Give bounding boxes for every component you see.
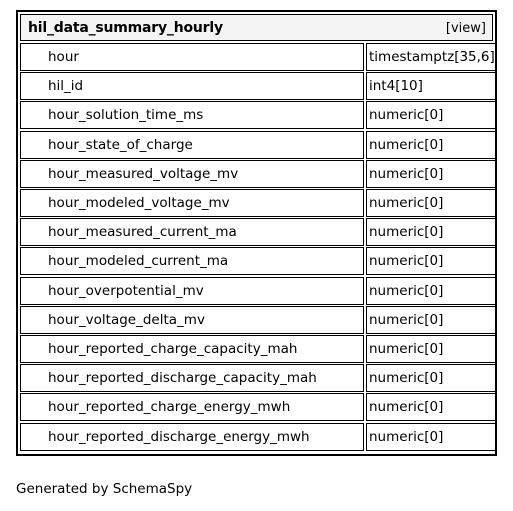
column-name: hour_solution_time_ms xyxy=(20,101,364,130)
column-row: hour_reported_discharge_capacity_mah nume… xyxy=(20,364,496,393)
column-row: hour_reported_charge_energy_mwh numeric[0… xyxy=(20,393,496,422)
column-row: hour_reported_discharge_energy_mwh numeri… xyxy=(20,422,496,451)
column-name: hour_reported_discharge_energy_mwh xyxy=(20,422,364,451)
column-row: hour_modeled_current_ma numeric[0] xyxy=(20,247,496,276)
column-name: hour_overpotential_mv xyxy=(20,276,364,305)
column-row: hil_id int4[10] xyxy=(20,72,496,101)
table-entity: hil_data_summary_hourly [view] hour times… xyxy=(16,10,497,456)
column-name: hour_measured_current_ma xyxy=(20,218,364,247)
column-type: numeric[0] xyxy=(366,247,496,276)
column-row: hour_measured_current_ma numeric[0] xyxy=(20,218,496,247)
column-type: numeric[0] xyxy=(366,101,496,130)
column-type: numeric[0] xyxy=(366,305,496,334)
table-title: hil_data_summary_hourly xyxy=(28,20,223,36)
column-type: numeric[0] xyxy=(366,393,496,422)
column-row: hour timestamptz[35,6] xyxy=(20,43,496,71)
column-row: hour_voltage_delta_mv numeric[0] xyxy=(20,305,496,334)
column-type: numeric[0] xyxy=(366,130,496,159)
column-type: numeric[0] xyxy=(366,364,496,393)
column-name: hour_state_of_charge xyxy=(20,130,364,159)
column-name: hour xyxy=(20,43,364,71)
column-type: numeric[0] xyxy=(366,422,496,451)
column-type: numeric[0] xyxy=(366,276,496,305)
column-name: hour_reported_charge_capacity_mah xyxy=(20,335,364,363)
column-type: numeric[0] xyxy=(366,159,496,188)
column-name: hour_modeled_voltage_mv xyxy=(20,189,364,217)
table-header: hil_data_summary_hourly [view] xyxy=(20,14,493,41)
column-row: hour_measured_voltage_mv numeric[0] xyxy=(20,159,496,188)
column-name: hour_voltage_delta_mv xyxy=(20,305,364,334)
column-row: hour_overpotential_mv numeric[0] xyxy=(20,276,496,305)
column-row: hour_modeled_voltage_mv numeric[0] xyxy=(20,189,496,217)
column-row: hour_solution_time_ms numeric[0] xyxy=(20,101,496,130)
view-tag: [view] xyxy=(445,21,486,36)
column-row: hour_reported_charge_capacity_mah numeric… xyxy=(20,335,496,363)
column-type: numeric[0] xyxy=(366,335,496,363)
column-type: numeric[0] xyxy=(366,218,496,247)
column-name: hour_reported_charge_energy_mwh xyxy=(20,393,364,422)
column-type: int4[10] xyxy=(366,72,496,101)
generated-by-footer: Generated by SchemaSpy xyxy=(16,481,193,497)
column-type: numeric[0] xyxy=(366,189,496,217)
column-row: hour_state_of_charge numeric[0] xyxy=(20,130,496,159)
column-name: hour_reported_discharge_capacity_mah xyxy=(20,364,364,393)
column-name: hour_modeled_current_ma xyxy=(20,247,364,276)
column-type: timestamptz[35,6] xyxy=(366,43,496,71)
column-name: hil_id xyxy=(20,72,364,101)
column-name: hour_measured_voltage_mv xyxy=(20,159,364,188)
